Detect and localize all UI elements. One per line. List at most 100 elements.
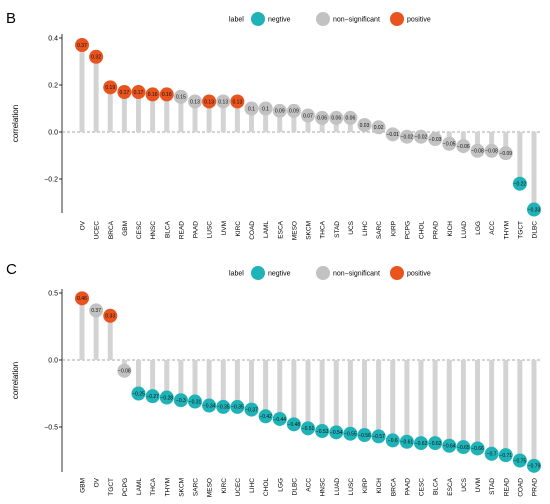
x-tick-label: SARC <box>193 478 200 496</box>
x-tick-label: LIHC <box>249 478 256 493</box>
data-label: −0.09 <box>499 151 512 157</box>
x-tick-label: LGG <box>277 478 284 492</box>
data-label: −0.06 <box>457 144 470 150</box>
chart-panel-b: −0.2 0.0 0.2 0.4 correlation 0.37 0.32 0.19 0.17… <box>11 34 541 240</box>
data-point <box>385 433 400 448</box>
data-point <box>498 448 513 463</box>
chart-panel-c: −0.5 0.0 0.5 correlation 0.46 0.37 0.33 −0.08 −0… <box>11 289 541 497</box>
data-point <box>301 108 315 123</box>
data-point <box>470 441 485 456</box>
data-label: 0.06 <box>331 116 341 122</box>
x-tick-label: OV <box>80 220 87 230</box>
data-label: −0.53 <box>316 429 329 435</box>
x-tick-label: DLBC <box>291 478 298 496</box>
x-tick-label: SARC <box>376 221 383 239</box>
data-label: −0.7 <box>487 452 497 458</box>
data-point <box>456 139 471 154</box>
legend-swatch <box>251 266 265 280</box>
data-point <box>484 446 499 461</box>
data-label: −0.56 <box>358 433 371 439</box>
legend-entry: negtive <box>268 17 291 24</box>
data-point <box>75 38 89 53</box>
data-point <box>159 390 174 405</box>
x-tick-label: CHOL <box>419 221 426 239</box>
y-tick-label: 0.2 <box>48 83 58 90</box>
data-point <box>188 94 202 109</box>
data-point <box>131 386 146 401</box>
x-tick-label: ESCA <box>447 477 454 495</box>
data-label: −0.71 <box>499 453 512 459</box>
legend-entry: positive <box>407 17 431 24</box>
data-label: 0.37 <box>77 43 87 49</box>
data-label: 0.37 <box>91 308 101 314</box>
data-point <box>272 103 287 118</box>
x-tick-label: HNSC <box>320 478 327 497</box>
data-point <box>145 87 160 102</box>
x-tick-label: CHOL <box>263 478 270 496</box>
data-label: −0.44 <box>273 417 286 423</box>
legend-swatch <box>316 12 330 26</box>
data-point <box>498 146 513 161</box>
x-tick-label: SKCM <box>178 478 185 497</box>
legend-title: label <box>229 271 244 278</box>
data-label: 0.13 <box>233 99 243 105</box>
x-tick-label: PAAD <box>404 478 411 496</box>
data-point <box>442 438 457 453</box>
data-point <box>258 409 273 424</box>
x-tick-label: UCS <box>348 220 355 234</box>
data-point <box>216 94 231 109</box>
data-label: 0.1 <box>248 106 255 112</box>
data-point <box>329 110 344 125</box>
data-label: −0.48 <box>288 422 301 428</box>
data-point <box>145 389 160 404</box>
data-label: 0.16 <box>162 92 172 98</box>
data-point <box>385 127 400 142</box>
x-tick-label: READ <box>503 478 510 496</box>
data-label: −0.51 <box>302 426 315 432</box>
x-tick-label: UCEC <box>94 221 101 240</box>
data-label: −0.55 <box>344 432 357 438</box>
x-tick-label: LUAD <box>334 478 341 496</box>
data-point <box>89 49 104 64</box>
x-tick-label: TGCT <box>517 221 524 239</box>
x-tick-label: LAML <box>263 221 270 238</box>
x-tick-label: PCPG <box>404 221 411 239</box>
data-label: 0.1 <box>262 106 269 112</box>
data-point <box>188 394 202 409</box>
x-tick-label: LGG <box>475 221 482 235</box>
data-point <box>414 436 428 451</box>
x-tick-label: GBM <box>122 221 129 236</box>
legend-swatch <box>390 266 404 280</box>
data-point <box>329 425 344 440</box>
data-point <box>131 85 146 100</box>
y-tick-label: 0.0 <box>48 130 58 137</box>
data-label: 0.17 <box>120 90 130 96</box>
data-label: 0.13 <box>218 99 228 105</box>
x-tick-label: OV <box>94 477 101 487</box>
x-tick-label: ACC <box>489 221 496 235</box>
data-label: −0.03 <box>429 137 442 143</box>
y-axis-title: correlation <box>11 362 20 399</box>
x-tick-label: ESCA <box>277 220 284 238</box>
x-tick-label: THCA <box>150 477 157 495</box>
data-point <box>272 411 287 426</box>
x-tick-label: UCS <box>461 477 468 491</box>
data-point <box>244 101 259 116</box>
legend-entry: non−significant <box>333 271 380 278</box>
x-tick-label: MESO <box>291 221 298 240</box>
data-label: −0.27 <box>146 394 159 400</box>
data-point <box>442 136 457 151</box>
data-point <box>343 426 358 441</box>
data-label: −0.37 <box>245 407 258 413</box>
data-label: −0.34 <box>203 403 216 409</box>
data-point <box>371 429 386 444</box>
x-tick-label: KIRP <box>390 221 397 236</box>
data-point <box>484 143 499 158</box>
data-label: −0.02 <box>401 135 414 141</box>
data-label: −0.75 <box>514 458 527 464</box>
data-point <box>512 176 527 191</box>
x-tick-label: THYM <box>164 478 171 496</box>
y-tick-label: −0.5 <box>44 425 58 432</box>
legend-swatch <box>316 266 330 280</box>
data-label: −0.35 <box>217 405 230 411</box>
